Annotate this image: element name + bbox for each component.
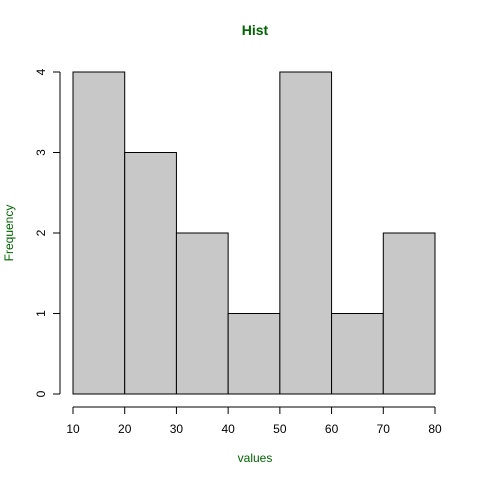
bars [72,71,436,395]
histogram-bar-2 [124,152,177,395]
y-axis-label: Frequency [2,205,16,262]
chart-title: Hist [242,22,269,38]
y-tick-label-3: 3 [34,149,48,156]
histogram-bar-1 [72,71,126,395]
histogram-bar-6 [331,313,384,395]
x-tick-label-80: 80 [428,422,442,436]
y-axis: 0 1 2 3 4 [34,68,61,397]
y-tick-label-4: 4 [34,68,48,75]
histogram-bar-3 [175,232,229,395]
x-tick-label-10: 10 [66,422,80,436]
y-tick-label-0: 0 [34,390,48,397]
x-tick-label-40: 40 [221,422,235,436]
histogram-bar-4 [227,313,281,395]
histogram-bar-5 [279,71,333,395]
x-tick-label-20: 20 [118,422,132,436]
histogram-bar-7 [382,232,436,395]
x-axis: 10 20 30 40 50 60 70 80 [66,406,442,436]
y-tick-label-2: 2 [34,229,48,236]
x-axis-label: values [238,451,273,465]
x-tick-label-70: 70 [377,422,391,436]
x-tick-label-60: 60 [325,422,339,436]
y-tick-label-1: 1 [34,310,48,317]
x-tick-label-50: 50 [273,422,287,436]
x-tick-label-30: 30 [170,422,184,436]
